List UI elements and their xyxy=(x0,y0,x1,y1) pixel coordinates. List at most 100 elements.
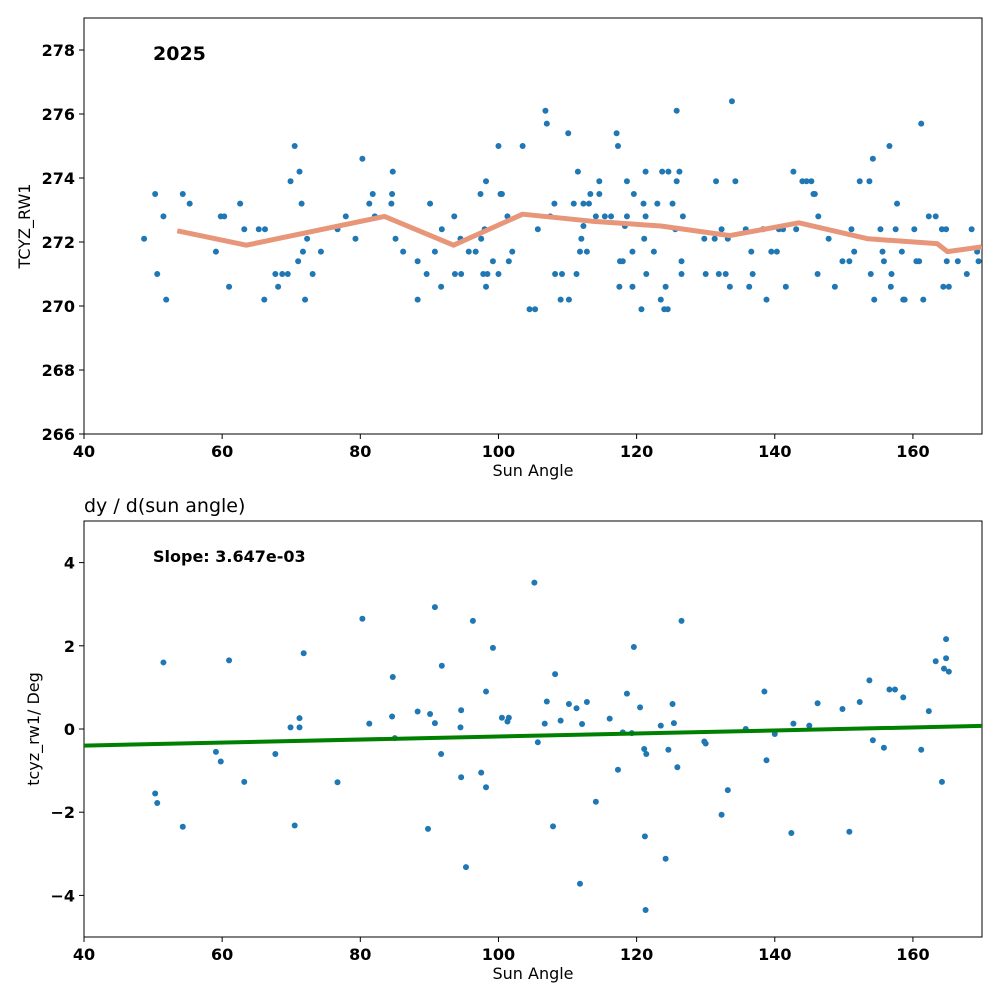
data-point xyxy=(879,248,886,255)
data-point xyxy=(886,143,893,149)
data-point xyxy=(718,811,725,818)
data-point xyxy=(954,258,961,265)
data-point xyxy=(186,200,193,207)
data-point xyxy=(711,235,718,242)
data-point xyxy=(389,713,396,720)
data-point xyxy=(650,248,657,255)
x-tick-label: 80 xyxy=(349,442,371,461)
data-point xyxy=(788,830,795,836)
data-point xyxy=(366,200,373,207)
data-point xyxy=(542,107,549,114)
data-point xyxy=(669,701,676,708)
data-point xyxy=(640,200,647,207)
data-point xyxy=(732,178,739,185)
data-point xyxy=(427,200,434,207)
data-point xyxy=(945,283,952,290)
data-point xyxy=(317,248,324,255)
data-point xyxy=(451,271,458,277)
data-point xyxy=(938,778,945,785)
data-point xyxy=(296,715,303,722)
data-point xyxy=(392,235,399,242)
data-point xyxy=(261,296,268,303)
data-point xyxy=(880,744,887,751)
data-point xyxy=(839,706,846,713)
data-point xyxy=(552,671,559,678)
data-point xyxy=(943,655,950,662)
data-point xyxy=(557,296,564,303)
data-point xyxy=(886,686,893,693)
data-point xyxy=(154,271,161,277)
data-point xyxy=(851,248,858,255)
data-point xyxy=(414,296,421,303)
data-point xyxy=(212,248,219,255)
x-axis-label: Sun Angle xyxy=(492,461,573,480)
data-point xyxy=(678,258,685,265)
y-tick-label: 278 xyxy=(42,41,75,60)
y-tick-label: 268 xyxy=(42,361,75,380)
data-point xyxy=(941,665,948,672)
data-point xyxy=(799,178,806,185)
data-point xyxy=(531,579,538,586)
data-point xyxy=(573,705,580,712)
y-tick-label: 272 xyxy=(42,233,75,252)
data-point xyxy=(782,283,789,290)
data-point xyxy=(657,722,664,729)
data-point xyxy=(866,677,873,684)
data-point xyxy=(963,271,970,277)
data-point xyxy=(543,698,550,705)
data-point xyxy=(726,283,733,290)
data-point xyxy=(630,644,637,651)
data-point xyxy=(606,715,613,722)
data-point xyxy=(748,248,755,255)
data-point xyxy=(505,258,512,265)
data-point xyxy=(892,226,899,233)
marks xyxy=(141,98,982,313)
data-point xyxy=(163,296,170,303)
data-point xyxy=(749,271,756,277)
data-point xyxy=(846,258,853,265)
data-point xyxy=(423,271,430,277)
data-point xyxy=(918,120,925,127)
data-point xyxy=(643,271,650,277)
data-point xyxy=(975,258,982,265)
data-point xyxy=(342,213,349,220)
data-point xyxy=(498,191,505,197)
data-point xyxy=(389,191,396,197)
data-point xyxy=(728,98,735,105)
data-point xyxy=(814,700,821,707)
data-point xyxy=(891,686,898,693)
data-point xyxy=(793,226,800,233)
data-point xyxy=(763,757,770,764)
data-point xyxy=(226,657,233,664)
data-point xyxy=(565,296,572,303)
data-point xyxy=(901,296,908,303)
data-point xyxy=(296,724,303,731)
data-point xyxy=(664,306,671,313)
data-point xyxy=(814,271,821,277)
data-point xyxy=(641,745,648,752)
data-point xyxy=(414,258,421,265)
data-point xyxy=(576,248,583,255)
data-point xyxy=(831,283,838,290)
data-point xyxy=(261,226,268,233)
data-point xyxy=(438,283,445,290)
data-point xyxy=(458,271,465,277)
y-tick-label: 266 xyxy=(42,425,75,444)
data-point xyxy=(287,724,294,731)
data-point xyxy=(629,283,636,290)
data-point xyxy=(309,271,316,277)
data-point xyxy=(221,213,228,220)
data-point xyxy=(619,258,626,265)
data-point xyxy=(768,248,775,255)
data-point xyxy=(587,191,594,197)
data-point xyxy=(519,143,526,149)
data-point xyxy=(701,235,708,242)
y-tick-label: 4 xyxy=(64,554,75,573)
data-point xyxy=(894,200,901,207)
data-point xyxy=(654,200,661,207)
data-point xyxy=(388,200,395,207)
data-point xyxy=(642,213,649,220)
data-point xyxy=(869,155,876,162)
data-point xyxy=(160,213,167,220)
data-point xyxy=(662,283,669,290)
